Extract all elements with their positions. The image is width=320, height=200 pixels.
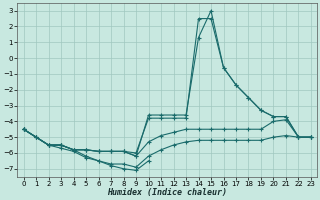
X-axis label: Humidex (Indice chaleur): Humidex (Indice chaleur) bbox=[107, 188, 227, 197]
